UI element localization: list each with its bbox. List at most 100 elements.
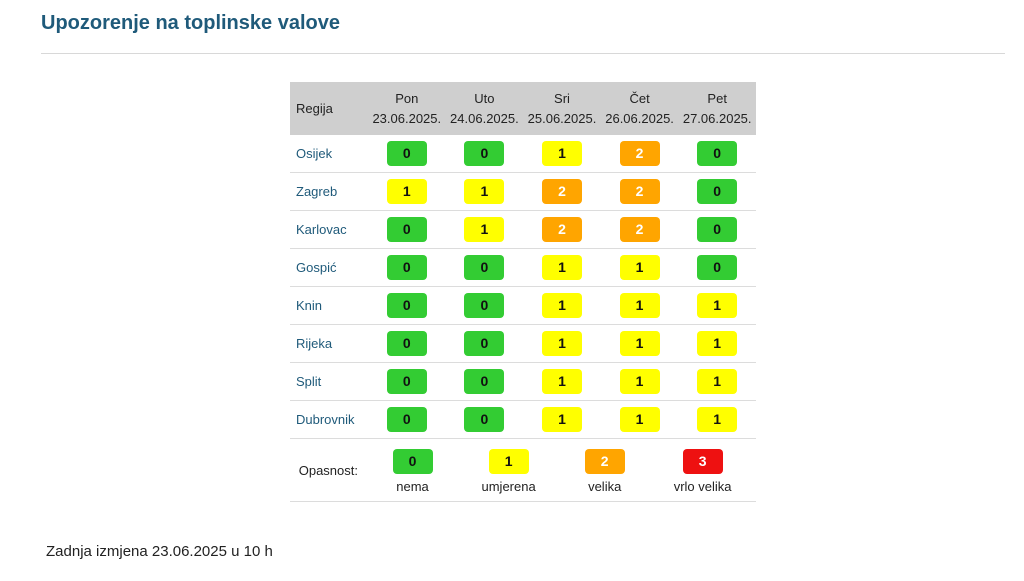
- level-badge: 1: [541, 331, 582, 356]
- level-badge: 2: [619, 179, 660, 204]
- level-badge: 0: [464, 141, 505, 166]
- legend: 0 nema 1 umjerena 2 velika 3 vrlo velika: [368, 438, 756, 502]
- legend-item-label: umjerena: [481, 478, 536, 494]
- level-badge: 1: [464, 179, 505, 204]
- day-name: Pon: [395, 90, 419, 106]
- region-cell: Karlovac: [290, 210, 368, 249]
- level-badge: 2: [619, 217, 660, 242]
- level-badge: 1: [697, 331, 738, 356]
- level-badge: 1: [541, 141, 582, 166]
- level-badge: 0: [386, 293, 427, 318]
- day-date: 24.06.2025.: [450, 110, 519, 126]
- title-divider: [41, 53, 1005, 54]
- page-title: Upozorenje na toplinske valove: [41, 12, 340, 34]
- region-link[interactable]: Split: [296, 374, 322, 389]
- level-badge: 0: [464, 407, 505, 432]
- level-badge: 1: [541, 293, 582, 318]
- level-cell: 0: [445, 324, 524, 363]
- level-cell: 1: [445, 210, 524, 249]
- day-column-header: Pon 23.06.2025.: [368, 82, 446, 135]
- legend-item: 1 umjerena: [481, 448, 536, 494]
- level-badge: 0: [386, 369, 427, 394]
- level-cell: 0: [368, 248, 446, 287]
- level-badge: 2: [541, 217, 582, 242]
- level-cell: 0: [368, 210, 446, 249]
- region-cell: Zagreb: [290, 172, 368, 211]
- day-date: 25.06.2025.: [527, 110, 597, 126]
- region-link[interactable]: Dubrovnik: [296, 412, 355, 427]
- region-link[interactable]: Knin: [296, 298, 323, 313]
- legend-item: 3 vrlo velika: [674, 448, 732, 494]
- region-link[interactable]: Karlovac: [296, 222, 347, 237]
- level-cell: 0: [445, 362, 524, 401]
- table-row: Gospić 0 0 1 1 0: [290, 248, 756, 287]
- level-badge: 2: [619, 141, 660, 166]
- level-badge: 0: [386, 217, 427, 242]
- level-badge: 0: [464, 331, 505, 356]
- level-badge: 1: [619, 293, 660, 318]
- table-body: Osijek 0 0 1 2 0 Zagreb 1 1 2 2 0 Karlovac 0 1 2 2 0 Gospi…: [290, 135, 756, 439]
- table-row: Rijeka 0 0 1 1 1: [290, 324, 756, 363]
- level-cell: 1: [368, 172, 446, 211]
- legend-item: 0 nema: [392, 448, 433, 494]
- region-cell: Rijeka: [290, 324, 368, 363]
- legend-row: Opasnost: 0 nema 1 umjerena 2 velika: [290, 438, 756, 502]
- table-header-row: Regija Pon 23.06.2025. Uto 24.06.2025. Sri…: [290, 82, 756, 135]
- level-cell: 0: [368, 362, 446, 401]
- level-badge: 1: [619, 407, 660, 432]
- level-cell: 1: [523, 135, 601, 173]
- level-badge: 2: [541, 179, 582, 204]
- level-cell: 1: [523, 248, 601, 287]
- region-cell: Osijek: [290, 135, 368, 173]
- table-row: Osijek 0 0 1 2 0: [290, 135, 756, 173]
- level-badge: 1: [619, 369, 660, 394]
- table-row: Knin 0 0 1 1 1: [290, 286, 756, 325]
- level-cell: 0: [368, 324, 446, 363]
- level-cell: 0: [445, 400, 524, 439]
- region-column-header: Regija: [290, 82, 368, 135]
- level-cell: 2: [600, 210, 679, 249]
- level-cell: 2: [600, 172, 679, 211]
- day-name: Sri: [554, 90, 570, 106]
- level-badge: 1: [697, 407, 738, 432]
- region-link[interactable]: Gospić: [296, 260, 337, 275]
- level-cell: 2: [600, 135, 679, 173]
- level-badge: 1: [541, 369, 582, 394]
- legend-item: 2 velika: [584, 448, 625, 494]
- level-cell: 0: [368, 286, 446, 325]
- level-cell: 0: [445, 248, 524, 287]
- table-row: Split 0 0 1 1 1: [290, 362, 756, 401]
- level-cell: 0: [678, 172, 756, 211]
- level-cell: 1: [445, 172, 524, 211]
- table-row: Karlovac 0 1 2 2 0: [290, 210, 756, 249]
- level-cell: 1: [523, 324, 601, 363]
- level-badge: 0: [464, 293, 505, 318]
- level-cell: 0: [678, 210, 756, 249]
- day-column-header: Čet 26.06.2025.: [600, 82, 679, 135]
- level-cell: 2: [523, 172, 601, 211]
- level-cell: 1: [600, 248, 679, 287]
- level-badge: 1: [488, 448, 529, 474]
- level-cell: 0: [445, 286, 524, 325]
- level-cell: 1: [678, 400, 756, 439]
- region-link[interactable]: Osijek: [296, 146, 333, 161]
- level-cell: 0: [368, 135, 446, 173]
- day-column-header: Pet 27.06.2025.: [678, 82, 756, 135]
- table-row: Dubrovnik 0 0 1 1 1: [290, 400, 756, 439]
- region-cell: Dubrovnik: [290, 400, 368, 439]
- level-cell: 1: [523, 362, 601, 401]
- region-link[interactable]: Zagreb: [296, 184, 338, 199]
- level-badge: 1: [697, 369, 738, 394]
- level-badge: 0: [392, 448, 433, 474]
- region-link[interactable]: Rijeka: [296, 336, 333, 351]
- day-name: Pet: [707, 90, 727, 106]
- level-badge: 0: [697, 255, 738, 280]
- day-date: 27.06.2025.: [682, 110, 752, 126]
- level-badge: 0: [464, 255, 505, 280]
- level-cell: 1: [523, 286, 601, 325]
- region-cell: Split: [290, 362, 368, 401]
- level-cell: 1: [678, 362, 756, 401]
- level-badge: 0: [386, 407, 427, 432]
- level-badge: 0: [386, 331, 427, 356]
- level-badge: 1: [619, 331, 660, 356]
